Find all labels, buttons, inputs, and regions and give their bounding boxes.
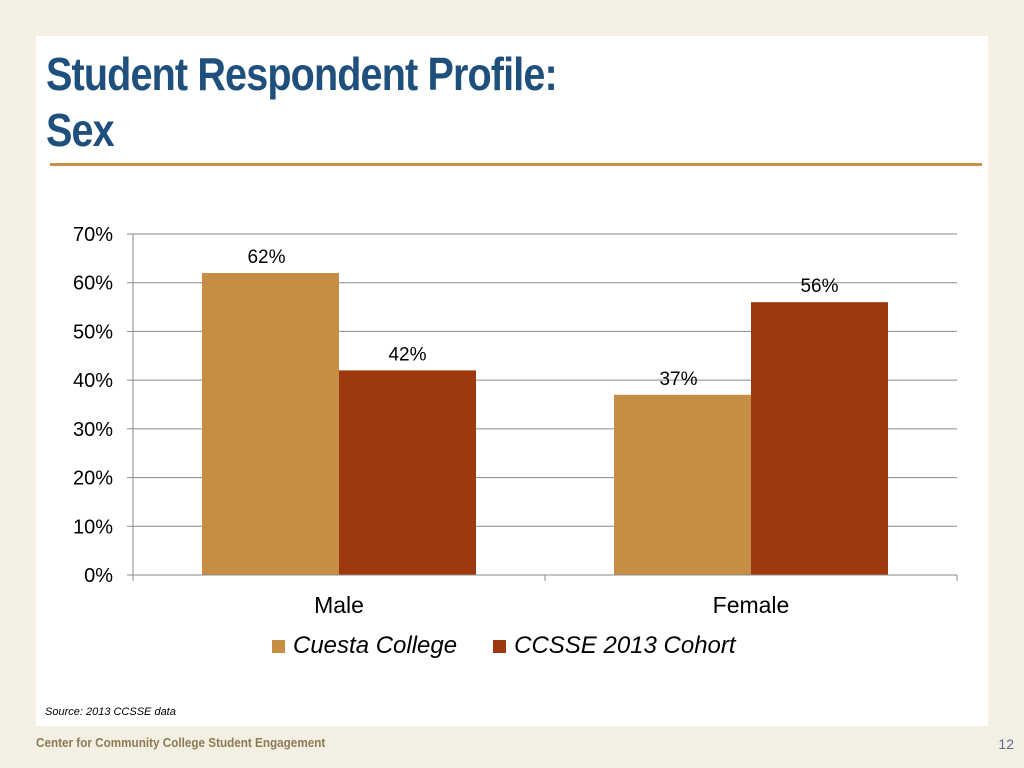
legend-item-series-2: CCSSE 2013 Cohort (493, 632, 736, 660)
page-number: 12 (998, 736, 1014, 752)
y-tick-label: 0% (84, 565, 113, 587)
bar-chart: 0% 10% 20% 30% 40% 50% 60% 70% 62% 42% Male 37% 56% F… (73, 224, 958, 618)
data-label: 37% (659, 369, 697, 390)
x-category-label: Female (713, 592, 790, 618)
bar (751, 302, 888, 575)
slide: Student Respondent Profile: Sex 0% 10% 20%… (36, 36, 988, 726)
data-label: 62% (247, 247, 285, 268)
y-tick-label: 70% (73, 224, 113, 246)
legend-swatch-series-2 (493, 639, 507, 653)
title-line-1: Student Respondent Profile: (46, 48, 558, 100)
legend-item-series-1: Cuesta College (272, 632, 457, 660)
legend-label-series-2: CCSSE 2013 Cohort (514, 632, 736, 659)
source-note: Source: 2013 CCSSE data (45, 706, 176, 718)
x-category-label: Male (314, 592, 364, 618)
y-tick-label: 60% (73, 273, 113, 295)
bar (614, 394, 751, 575)
data-label: 56% (800, 276, 838, 297)
y-tick-label: 10% (73, 516, 113, 538)
data-label: 42% (388, 344, 426, 365)
page-title: Student Respondent Profile: Sex (46, 46, 558, 158)
footer-organization: Center for Community College Student Eng… (36, 735, 326, 750)
title-line-2: Sex (46, 104, 115, 156)
y-tick-label: 40% (73, 370, 113, 392)
y-tick-label: 30% (73, 419, 113, 441)
y-tick-label: 20% (73, 468, 113, 490)
legend-label-series-1: Cuesta College (293, 632, 458, 659)
chart-legend: Cuesta College CCSSE 2013 Cohort (272, 632, 736, 660)
bar (339, 370, 476, 575)
legend-swatch-series-1 (272, 639, 285, 653)
title-divider (50, 163, 982, 166)
y-tick-label: 50% (73, 321, 113, 343)
bar (202, 272, 339, 575)
